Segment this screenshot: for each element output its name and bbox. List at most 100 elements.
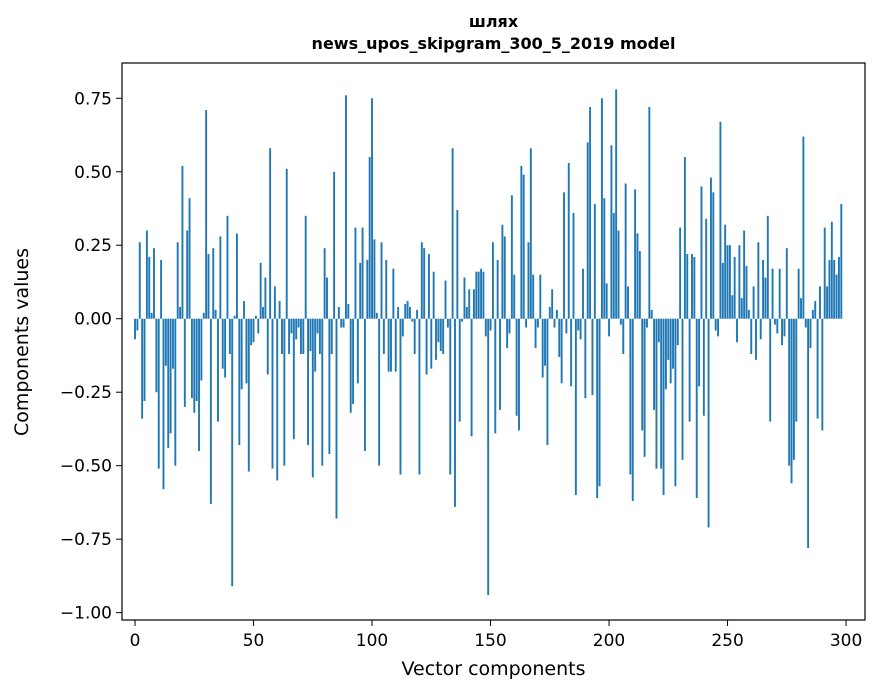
bar xyxy=(584,318,587,399)
bar xyxy=(582,268,584,319)
bar xyxy=(830,221,833,319)
bar xyxy=(487,318,490,596)
bar xyxy=(307,318,309,446)
bar xyxy=(356,318,359,384)
bar xyxy=(233,315,236,319)
bar xyxy=(800,298,802,319)
bar xyxy=(792,318,795,460)
bar xyxy=(679,227,682,319)
bar xyxy=(250,318,253,346)
bar xyxy=(655,318,658,469)
bar xyxy=(494,318,497,434)
bar xyxy=(560,318,563,384)
bar xyxy=(610,145,613,319)
bar xyxy=(238,318,241,446)
y-axis-label: Components values xyxy=(11,247,33,437)
y-tick-label: −0.25 xyxy=(60,383,112,403)
bar xyxy=(195,318,198,402)
bar xyxy=(340,318,343,328)
bar xyxy=(292,318,295,440)
bar xyxy=(669,318,672,384)
bar xyxy=(700,186,703,319)
bar xyxy=(811,309,814,319)
bar xyxy=(577,318,580,331)
bar xyxy=(653,318,656,410)
y-tick-label: −0.50 xyxy=(60,457,112,477)
bar xyxy=(572,212,575,319)
bar xyxy=(437,318,440,343)
bar xyxy=(330,318,333,354)
bar xyxy=(565,318,568,334)
bar xyxy=(733,256,736,319)
bar xyxy=(548,306,551,319)
chart-title: шлях xyxy=(468,12,519,31)
bar xyxy=(411,318,414,322)
bar xyxy=(456,209,459,319)
bar xyxy=(672,318,674,369)
bar xyxy=(352,318,355,404)
bar xyxy=(198,318,200,451)
bar xyxy=(150,312,153,319)
bar xyxy=(333,171,336,319)
bar xyxy=(254,315,257,319)
bar xyxy=(593,204,596,319)
bar xyxy=(349,318,352,413)
bar xyxy=(442,318,445,354)
bar xyxy=(423,248,426,319)
axes-group: 0 50 100 150 200 250 300 0.75 0.50 0.25 0.00 −0.25 −… xyxy=(60,62,866,651)
bar xyxy=(323,248,326,319)
bar xyxy=(404,304,407,319)
bar xyxy=(188,198,191,319)
bar xyxy=(819,286,821,319)
bar xyxy=(624,183,627,319)
bar xyxy=(378,318,381,466)
bar xyxy=(617,230,620,319)
plot-frame xyxy=(121,62,866,621)
bar xyxy=(546,318,549,446)
bar xyxy=(795,318,798,422)
bar xyxy=(667,318,670,360)
bar xyxy=(297,318,300,328)
bar xyxy=(586,142,589,319)
bar xyxy=(409,306,411,319)
bar xyxy=(335,318,338,519)
bar xyxy=(179,306,182,319)
bar xyxy=(427,254,430,319)
bar xyxy=(619,318,622,325)
bar xyxy=(155,318,158,393)
bar xyxy=(833,259,836,319)
bar xyxy=(503,236,506,319)
bar xyxy=(536,318,539,328)
bar xyxy=(262,306,264,319)
bar xyxy=(167,318,170,449)
bar xyxy=(311,318,314,478)
bar xyxy=(558,318,561,357)
bar xyxy=(290,318,293,334)
bar xyxy=(221,318,224,369)
x-axis-label: Vector components xyxy=(401,658,586,680)
bar xyxy=(636,233,639,319)
bar xyxy=(567,162,570,319)
bar xyxy=(702,318,705,416)
y-tick-label: −1.00 xyxy=(60,604,112,624)
bar xyxy=(475,271,478,319)
bar xyxy=(823,227,826,319)
bar xyxy=(138,242,141,319)
bar xyxy=(612,212,615,319)
x-tick-label: 150 xyxy=(474,631,506,651)
bar xyxy=(153,248,155,319)
bar xyxy=(605,283,608,319)
bar xyxy=(693,256,696,319)
bar xyxy=(698,318,701,387)
bar xyxy=(759,318,762,340)
bar xyxy=(821,318,824,431)
bar xyxy=(226,215,229,319)
bar xyxy=(589,107,592,319)
bar xyxy=(837,256,840,319)
bar xyxy=(240,318,243,390)
bar xyxy=(755,318,757,360)
bar xyxy=(148,256,151,319)
bar xyxy=(766,215,769,319)
bar xyxy=(544,318,546,366)
bar xyxy=(508,318,511,334)
